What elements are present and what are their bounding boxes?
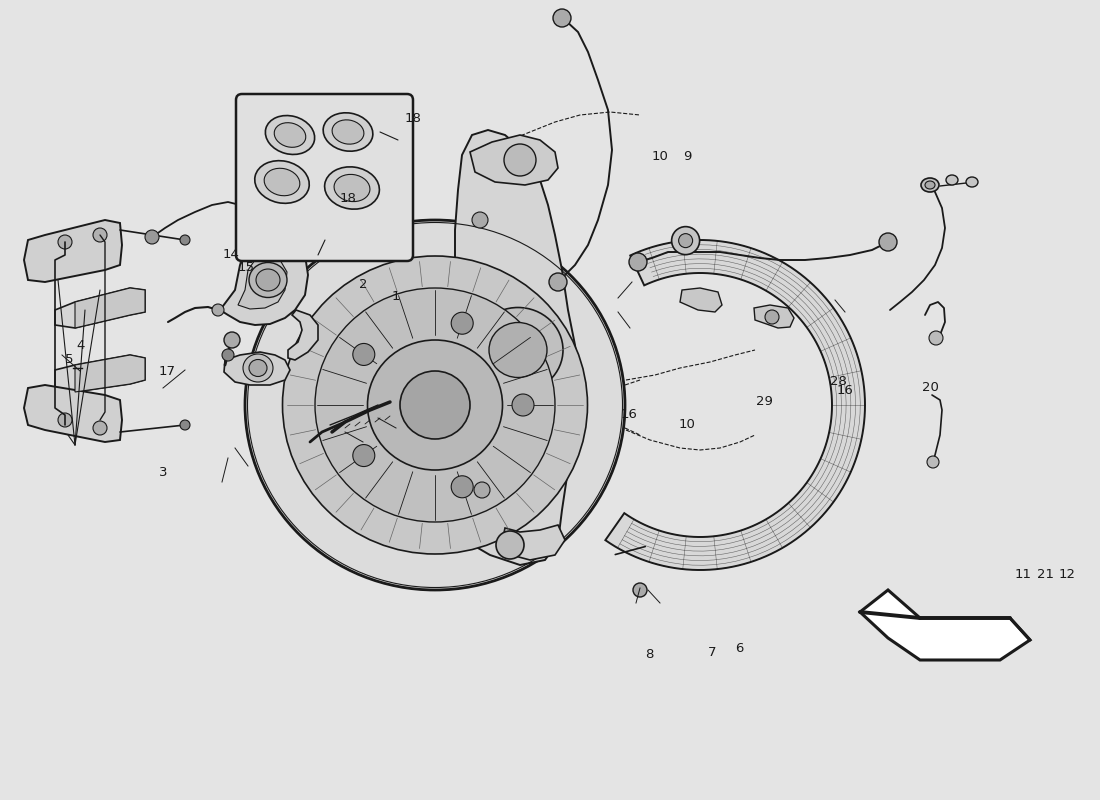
Ellipse shape (249, 262, 287, 298)
Circle shape (145, 230, 160, 244)
Circle shape (549, 273, 566, 291)
Circle shape (672, 226, 700, 254)
Polygon shape (754, 305, 794, 328)
Ellipse shape (332, 120, 364, 144)
Circle shape (180, 235, 190, 245)
Text: 7: 7 (707, 646, 716, 659)
Circle shape (451, 476, 473, 498)
Text: 14: 14 (222, 248, 240, 261)
Ellipse shape (256, 269, 280, 291)
Polygon shape (75, 288, 145, 328)
Circle shape (245, 208, 258, 222)
Polygon shape (24, 220, 122, 282)
Polygon shape (455, 130, 580, 565)
Polygon shape (224, 352, 290, 385)
Circle shape (353, 343, 375, 366)
Polygon shape (75, 355, 145, 392)
Ellipse shape (283, 256, 587, 554)
Text: 21: 21 (1036, 568, 1054, 581)
Circle shape (504, 144, 536, 176)
Text: 16: 16 (836, 384, 854, 397)
Text: 8: 8 (645, 648, 653, 661)
Ellipse shape (367, 340, 503, 470)
Text: 28: 28 (829, 375, 847, 388)
FancyBboxPatch shape (236, 94, 412, 261)
Ellipse shape (274, 122, 306, 147)
Text: 10: 10 (651, 150, 669, 162)
Circle shape (930, 331, 943, 345)
Ellipse shape (255, 161, 309, 203)
Text: 18: 18 (339, 192, 356, 205)
Circle shape (58, 235, 72, 249)
Text: 16: 16 (620, 408, 638, 421)
Ellipse shape (925, 181, 935, 189)
Polygon shape (220, 238, 308, 325)
Text: 20: 20 (922, 381, 939, 394)
Text: 17: 17 (158, 365, 176, 378)
Circle shape (472, 212, 488, 228)
Circle shape (212, 304, 224, 316)
Circle shape (224, 332, 240, 348)
Ellipse shape (249, 359, 267, 377)
Circle shape (512, 394, 534, 416)
Ellipse shape (490, 322, 547, 378)
Polygon shape (238, 256, 287, 309)
Text: 18: 18 (404, 112, 421, 125)
Text: 5: 5 (65, 354, 74, 366)
Text: 3: 3 (158, 466, 167, 478)
Text: 11: 11 (1014, 568, 1032, 581)
Ellipse shape (264, 168, 300, 196)
Circle shape (474, 482, 490, 498)
Polygon shape (500, 525, 565, 560)
Polygon shape (24, 385, 122, 442)
Ellipse shape (921, 178, 939, 192)
Polygon shape (605, 240, 865, 570)
Ellipse shape (966, 177, 978, 187)
Polygon shape (860, 590, 1030, 660)
Circle shape (553, 9, 571, 27)
Circle shape (629, 253, 647, 271)
Polygon shape (55, 288, 145, 328)
Text: 12: 12 (1058, 568, 1076, 581)
Text: 15: 15 (238, 261, 255, 274)
Polygon shape (470, 135, 558, 185)
Ellipse shape (946, 175, 958, 185)
Circle shape (496, 531, 524, 559)
Polygon shape (288, 310, 318, 360)
Ellipse shape (315, 288, 556, 522)
Ellipse shape (473, 307, 563, 393)
Circle shape (927, 456, 939, 468)
Text: 29: 29 (756, 395, 773, 408)
Ellipse shape (324, 167, 380, 209)
Circle shape (353, 445, 375, 466)
Circle shape (679, 234, 693, 248)
Polygon shape (680, 288, 722, 312)
Circle shape (764, 310, 779, 324)
Circle shape (879, 233, 896, 251)
Text: 4: 4 (76, 339, 85, 352)
Circle shape (451, 312, 473, 334)
Ellipse shape (265, 115, 315, 154)
Ellipse shape (245, 220, 625, 590)
Ellipse shape (243, 354, 273, 382)
Text: 1: 1 (392, 290, 400, 302)
Circle shape (58, 413, 72, 427)
Circle shape (222, 349, 234, 361)
Text: 9: 9 (683, 150, 692, 162)
Ellipse shape (323, 113, 373, 151)
Circle shape (180, 420, 190, 430)
Text: 6: 6 (735, 642, 744, 654)
Circle shape (94, 228, 107, 242)
Text: 2: 2 (359, 278, 367, 290)
Polygon shape (55, 355, 145, 392)
Circle shape (94, 421, 107, 435)
Ellipse shape (400, 371, 470, 439)
Circle shape (632, 583, 647, 597)
Text: 10: 10 (679, 418, 696, 430)
Ellipse shape (334, 174, 370, 202)
